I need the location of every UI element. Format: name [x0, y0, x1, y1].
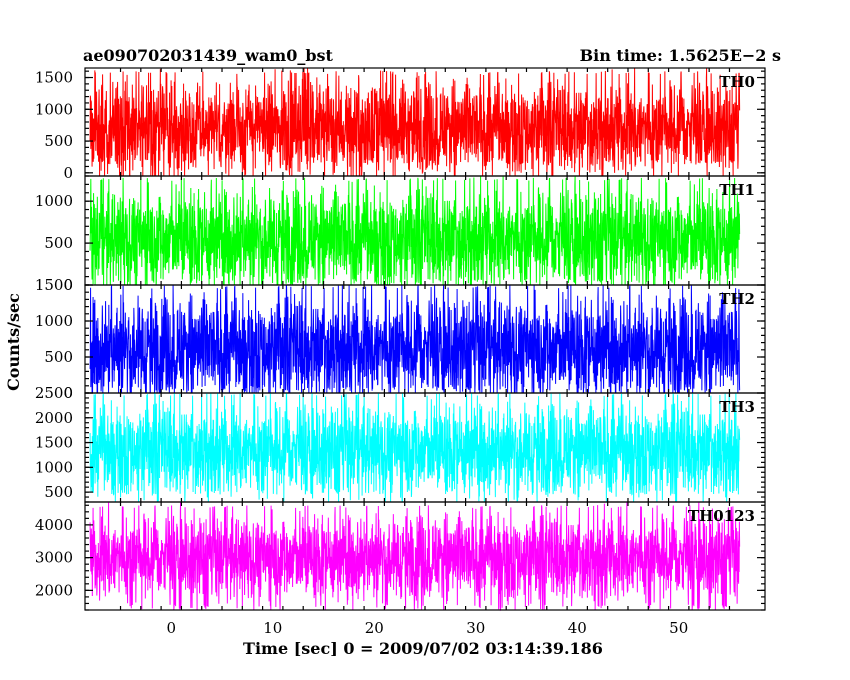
y-tick-label-th0123: 3000 [35, 549, 73, 567]
x-tick-label: 50 [669, 619, 688, 637]
y-tick-label-th1: 1000 [35, 192, 73, 210]
x-tick-label: 20 [365, 619, 384, 637]
y-tick-label-th0: 1000 [35, 100, 73, 118]
x-tick-label: 0 [166, 619, 176, 637]
y-tick-label-th0123: 4000 [35, 516, 73, 534]
y-tick-label-th3: 2500 [35, 384, 73, 402]
series-line-th3 [89, 392, 741, 503]
y-tick-label-th2: 0 [63, 384, 73, 402]
series-line-th1 [89, 175, 741, 286]
y-tick-label-th0123: 2000 [35, 581, 73, 599]
panel-label-th2: TH2 [719, 290, 755, 308]
chart-title-left: ae090702031439_wam0_bst [83, 46, 334, 65]
y-axis-label: Counts/sec [4, 293, 23, 391]
y-tick-label-th1: 500 [44, 234, 73, 252]
panel-label-th0: TH0 [719, 73, 755, 91]
y-tick-label-th2: 500 [44, 348, 73, 366]
x-tick-label: 10 [263, 619, 282, 637]
x-tick-label: 40 [568, 619, 587, 637]
y-tick-label-th2: 1000 [35, 312, 73, 330]
chart-title-right: Bin time: 1.5625E−2 s [580, 46, 781, 65]
x-axis-label: Time [sec] 0 = 2009/07/02 03:14:39.186 [243, 639, 603, 658]
series-line-th0 [89, 67, 741, 177]
series-line-th2 [89, 284, 741, 394]
x-tick-label: 30 [466, 619, 485, 637]
series-line-th0123 [89, 501, 741, 612]
y-tick-label-th1: 0 [63, 276, 73, 294]
y-tick-label-th3: 1500 [35, 434, 73, 452]
panel-label-th3: TH3 [719, 398, 755, 416]
panel-label-th1: TH1 [719, 181, 755, 199]
y-tick-label-th3: 500 [44, 483, 73, 501]
y-tick-label-th3: 1000 [35, 458, 73, 476]
y-tick-label-th0: 500 [44, 132, 73, 150]
panel-label-th0123: TH0123 [688, 507, 755, 525]
y-tick-label-th0: 1500 [35, 69, 73, 87]
y-tick-label-th2: 1500 [35, 276, 73, 294]
y-tick-label-th3: 2000 [35, 409, 73, 427]
y-tick-label-th0: 0 [63, 164, 73, 182]
